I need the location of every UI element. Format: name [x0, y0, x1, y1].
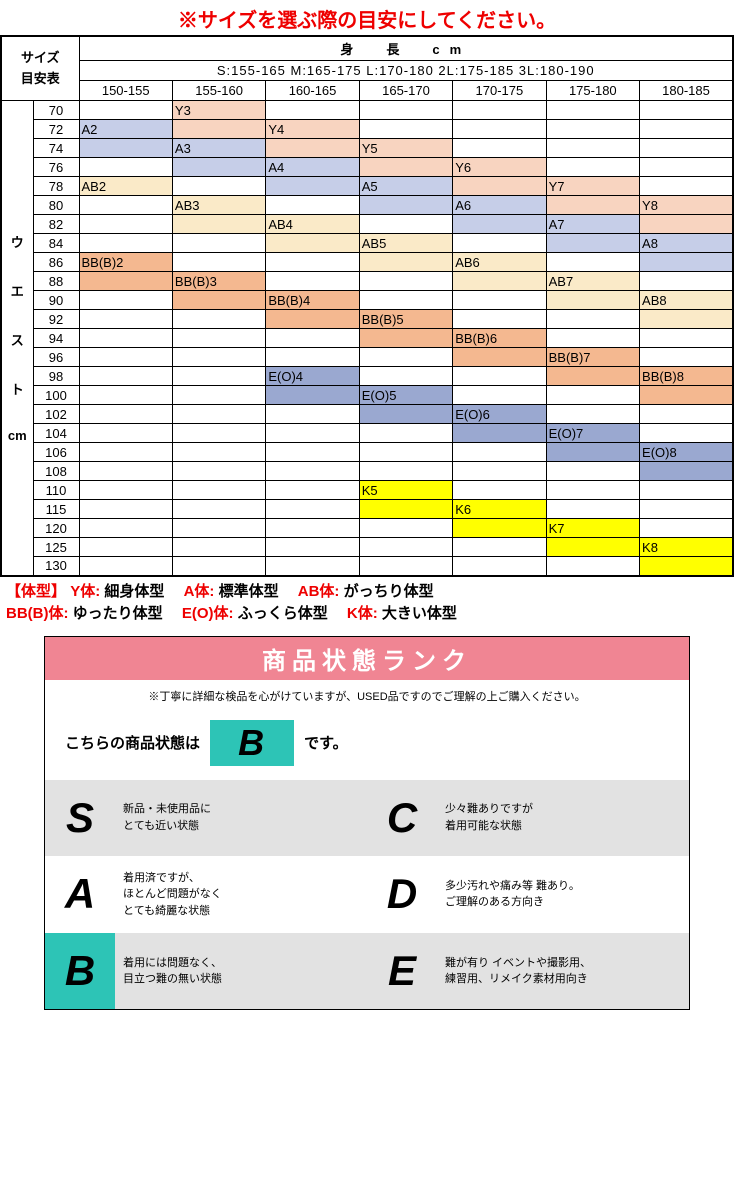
range-4: 170-175 — [453, 81, 546, 101]
cell-BB6: BB(B)6 — [453, 329, 546, 348]
waist-92: 92 — [33, 310, 79, 329]
cell-K5: K5 — [359, 481, 452, 500]
cell-Y4: Y4 — [266, 120, 359, 139]
waist-120: 120 — [33, 519, 79, 538]
cell-EO8: E(O)8 — [640, 443, 733, 462]
range-1: 155-160 — [172, 81, 265, 101]
cell-EO6: E(O)6 — [453, 405, 546, 424]
waist-98: 98 — [33, 367, 79, 386]
grade-B: B — [45, 933, 115, 1009]
waist-115: 115 — [33, 500, 79, 519]
rank-cur-badge: B — [210, 720, 294, 766]
cell-Y5: Y5 — [359, 139, 452, 158]
cell-AB7: AB7 — [546, 272, 639, 291]
cell-AB8: AB8 — [640, 291, 733, 310]
waist-82: 82 — [33, 215, 79, 234]
cell-BB8: BB(B)8 — [640, 367, 733, 386]
cell-BB7: BB(B)7 — [546, 348, 639, 367]
rank-title: 商品状態ランク — [45, 637, 689, 680]
size-chart: サイズ目安表 身 長 cm S:155-165 M:165-175 L:170-… — [0, 35, 734, 577]
range-2: 160-165 — [266, 81, 359, 101]
waist-130: 130 — [33, 557, 79, 576]
waist-110: 110 — [33, 481, 79, 500]
grade-C: C — [367, 780, 437, 856]
grade-B-desc: 着用には問題なく、目立つ難の無い状態 — [115, 933, 367, 1009]
rank-cur-text-r: です。 — [304, 732, 348, 753]
waist-94: 94 — [33, 329, 79, 348]
grade-S: S — [45, 780, 115, 856]
waist-70: 70 — [33, 101, 79, 120]
waist-104: 104 — [33, 424, 79, 443]
grade-D-desc: 多少汚れや痛み等 難あり。ご理解のある方向き — [437, 856, 689, 934]
cell-AB5: AB5 — [359, 234, 452, 253]
waist-84: 84 — [33, 234, 79, 253]
cell-EO7: E(O)7 — [546, 424, 639, 443]
rank-grid: S 新品・未使用品にとても近い状態 C 少々難ありですが着用可能な状態 A 着用… — [45, 780, 689, 1010]
range-0: 150-155 — [79, 81, 172, 101]
waist-106: 106 — [33, 443, 79, 462]
cell-AB3: AB3 — [172, 196, 265, 215]
cell-BB5: BB(B)5 — [359, 310, 452, 329]
cell-AB4: AB4 — [266, 215, 359, 234]
waist-76: 76 — [33, 158, 79, 177]
waist-72: 72 — [33, 120, 79, 139]
waist-90: 90 — [33, 291, 79, 310]
cell-AB6: AB6 — [453, 253, 546, 272]
range-3: 165-170 — [359, 81, 452, 101]
top-note: ※サイズを選ぶ際の目安にしてください。 — [0, 0, 734, 35]
grade-D: D — [367, 856, 437, 934]
grade-E-desc: 難が有り イベントや撮影用、練習用、リメイク素材用向き — [437, 933, 689, 1009]
waist-74: 74 — [33, 139, 79, 158]
header-height-title: 身 長 cm — [79, 36, 733, 61]
cell-K6: K6 — [453, 500, 546, 519]
cell-Y7: Y7 — [546, 177, 639, 196]
waist-88: 88 — [33, 272, 79, 291]
range-5: 175-180 — [546, 81, 639, 101]
waist-125: 125 — [33, 538, 79, 557]
grade-A-desc: 着用済ですが、ほとんど問題がなくとても綺麗な状態 — [115, 856, 367, 934]
rank-panel: 商品状態ランク ※丁寧に詳細な検品を心がけていますが、USED品ですのでご理解の… — [44, 636, 690, 1011]
rank-note: ※丁寧に詳細な検品を心がけていますが、USED品ですのでご理解の上ご購入ください… — [45, 680, 689, 712]
cell-EO5: E(O)5 — [359, 386, 452, 405]
waist-96: 96 — [33, 348, 79, 367]
cell-Y8: Y8 — [640, 196, 733, 215]
cell-A6: A6 — [453, 196, 546, 215]
cell-A2: A2 — [79, 120, 172, 139]
cell-AB2: AB2 — [79, 177, 172, 196]
cell-EO4: E(O)4 — [266, 367, 359, 386]
cell-K7: K7 — [546, 519, 639, 538]
grade-A: A — [45, 856, 115, 934]
grade-S-desc: 新品・未使用品にとても近い状態 — [115, 780, 367, 856]
cell-A5: A5 — [359, 177, 452, 196]
cell-A8: A8 — [640, 234, 733, 253]
header-guide: サイズ目安表 — [1, 36, 79, 101]
rank-cur-text-l: こちらの商品状態は — [65, 732, 200, 753]
cell-K8: K8 — [640, 538, 733, 557]
rank-current: こちらの商品状態は B です。 — [45, 712, 689, 780]
waist-86: 86 — [33, 253, 79, 272]
waist-label: ウ エ ス ト cm — [1, 101, 33, 576]
cell-A3: A3 — [172, 139, 265, 158]
body-type-legend: 【体型】 Y体: 細身体型 A体: 標準体型 AB体: がっちり体型 BB(B)… — [0, 577, 734, 630]
waist-80: 80 — [33, 196, 79, 215]
cell-BB2: BB(B)2 — [79, 253, 172, 272]
cell-A4: A4 — [266, 158, 359, 177]
grade-E: E — [367, 933, 437, 1009]
cell-A7: A7 — [546, 215, 639, 234]
cell-Y3: Y3 — [172, 101, 265, 120]
range-6: 180-185 — [640, 81, 733, 101]
waist-78: 78 — [33, 177, 79, 196]
header-sizes: S:155-165 M:165-175 L:170-180 2L:175-185… — [79, 61, 733, 81]
waist-100: 100 — [33, 386, 79, 405]
cell-BB3: BB(B)3 — [172, 272, 265, 291]
grade-C-desc: 少々難ありですが着用可能な状態 — [437, 780, 689, 856]
waist-108: 108 — [33, 462, 79, 481]
cell-Y6: Y6 — [453, 158, 546, 177]
cell-BB4: BB(B)4 — [266, 291, 359, 310]
waist-102: 102 — [33, 405, 79, 424]
